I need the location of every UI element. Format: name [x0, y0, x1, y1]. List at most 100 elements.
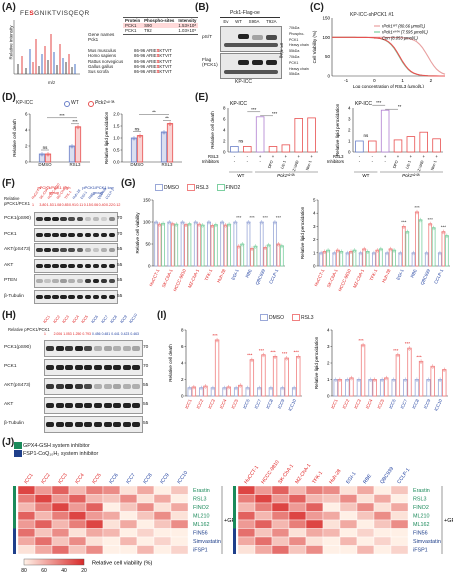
j-cell — [390, 536, 409, 546]
e-ytick: 0 — [348, 150, 351, 155]
bar-dot — [323, 252, 326, 254]
bar-dot — [349, 377, 352, 380]
bar — [391, 379, 396, 397]
bar-dot — [373, 380, 376, 382]
bar-dot — [254, 246, 257, 249]
bar-dot — [170, 223, 173, 226]
bar-dot — [392, 380, 395, 382]
bar-ytick: 4 — [327, 328, 330, 333]
f-ratio: 3.80 — [39, 203, 47, 207]
bar-dot — [223, 388, 226, 391]
bar-dot — [292, 387, 294, 390]
bar-dot — [319, 252, 321, 255]
j-scale-step — [64, 559, 66, 565]
h-band — [122, 403, 131, 408]
j-cell — [119, 536, 138, 546]
bar-dot — [424, 252, 427, 255]
bar-category-label: ICC1 — [184, 398, 193, 410]
f-band — [76, 232, 84, 237]
h-kda: 70 — [143, 345, 149, 350]
bar-dot — [240, 243, 242, 246]
j-scale-step — [47, 559, 49, 565]
f-blot-strip — [34, 227, 118, 242]
bar-category-label: ICC9 — [277, 398, 286, 410]
j-cell — [288, 511, 307, 521]
bar — [337, 379, 343, 397]
bar-dot — [345, 379, 348, 381]
d-legend-mut: Pck1ˢ⁹⁰ᴬ — [95, 100, 115, 106]
j-cell — [339, 536, 358, 546]
j-cell — [373, 494, 392, 504]
bar — [38, 153, 46, 163]
sig-label: *** — [294, 349, 300, 354]
bar-dot — [210, 387, 213, 390]
j-legend-fsp1-text: FSP1-CoQ₁₀H₂ system inhibitor — [23, 450, 99, 457]
j-col-label: ICC1 — [23, 472, 35, 485]
f-band — [100, 248, 108, 252]
bar — [161, 222, 165, 267]
bar-dot — [363, 344, 366, 347]
bar-dot — [429, 224, 432, 227]
bar-category-label: CCLP-1 — [433, 268, 444, 285]
j-scale-step — [27, 559, 29, 565]
species-range: 86-96 — [134, 63, 147, 69]
bar-dot — [204, 386, 207, 389]
sig-label: *** — [263, 215, 269, 220]
j-cell — [254, 494, 273, 504]
panel-label-a: (A) — [2, 2, 16, 13]
e-inhib-cell: Nec-1 — [430, 160, 437, 171]
bar-dot — [71, 146, 73, 149]
h-band — [84, 403, 93, 408]
sig-label: *** — [59, 113, 65, 118]
e-inhib-cell: Z-VAD — [292, 160, 300, 172]
sig-label: *** — [282, 351, 288, 356]
bar-category-label: ICC7 — [254, 398, 263, 410]
h-band — [132, 422, 141, 427]
species-name: Mus musculus — [88, 48, 117, 53]
bar-category-label: TFK-1 — [369, 268, 379, 282]
f-band — [52, 279, 59, 283]
bar-dot — [363, 249, 366, 252]
bar-dot — [430, 223, 433, 226]
e-inhib-cell: DFO — [392, 160, 399, 169]
e-bar — [268, 146, 278, 153]
f-band — [100, 263, 108, 268]
bar-ytick: 6 — [181, 344, 184, 349]
species-list: Mus musculus 86-96 ARIESKTVIT Homo sapiens… — [88, 48, 172, 74]
j-cell — [136, 536, 155, 546]
bar-dot — [176, 223, 179, 226]
bar-dot — [336, 379, 338, 381]
j-col-label: ICC10 — [176, 470, 189, 485]
h-kda: 55 — [143, 421, 149, 426]
bar-ytick: 0 — [25, 160, 28, 165]
bar-dot — [396, 355, 399, 358]
panel-c: KP-ICC-shPCK1 #1 0 50 100 150 -1 0 1 2 Log conce… — [310, 8, 453, 92]
bar-ytick: 150 — [143, 198, 151, 203]
species-seq-b: KTVIT — [159, 48, 172, 53]
j-scale-box — [23, 558, 85, 566]
j-cell — [339, 494, 358, 504]
j-cell — [373, 545, 392, 555]
e-rsl3-cell: + — [259, 154, 262, 159]
panel-label-i: (I) — [157, 310, 167, 321]
bar-dot — [263, 354, 266, 357]
bar-dot — [340, 252, 343, 254]
bar-category-label: ICC3 — [207, 398, 216, 410]
bar-dot — [187, 223, 190, 226]
bar-dot — [160, 222, 163, 225]
j-cell — [34, 528, 53, 538]
j-cell — [237, 502, 256, 512]
j-cell — [305, 528, 324, 538]
bar-dot — [163, 132, 165, 135]
bar-dot — [202, 224, 205, 227]
bar-ylabel: Relative lipid peroxidation — [314, 336, 319, 389]
bar-dot — [341, 251, 344, 253]
bar-ytick: 5 — [313, 198, 316, 203]
sig-label: ** — [152, 110, 156, 115]
j-cell — [85, 485, 104, 495]
c-legend-entry: rPck1ˢ⁹⁰ᴬ (7.595 μmol/L) — [382, 30, 428, 35]
sig-label: ns — [135, 127, 141, 132]
sig-label: ** — [165, 116, 169, 121]
j-cell — [51, 485, 70, 495]
bar-dot — [296, 356, 298, 358]
